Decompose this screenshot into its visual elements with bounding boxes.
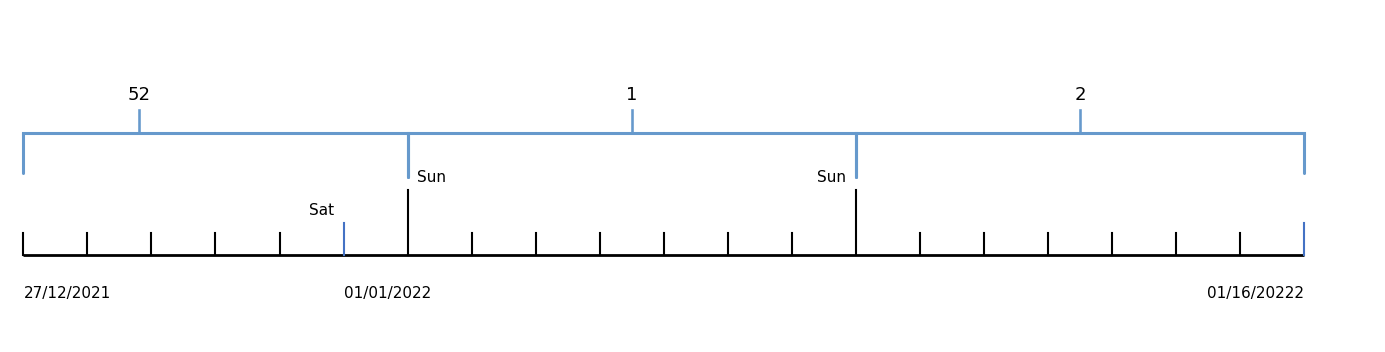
Text: Sun: Sun (417, 170, 446, 184)
Text: Sat: Sat (309, 202, 334, 218)
Text: 1: 1 (626, 86, 637, 105)
Text: 2: 2 (1075, 86, 1086, 105)
Text: 01/01/2022: 01/01/2022 (343, 286, 431, 301)
Text: 52: 52 (127, 86, 150, 105)
Text: Sun: Sun (817, 170, 846, 184)
Text: 01/16/20222: 01/16/20222 (1206, 286, 1305, 301)
Text: 27/12/2021: 27/12/2021 (24, 286, 111, 301)
